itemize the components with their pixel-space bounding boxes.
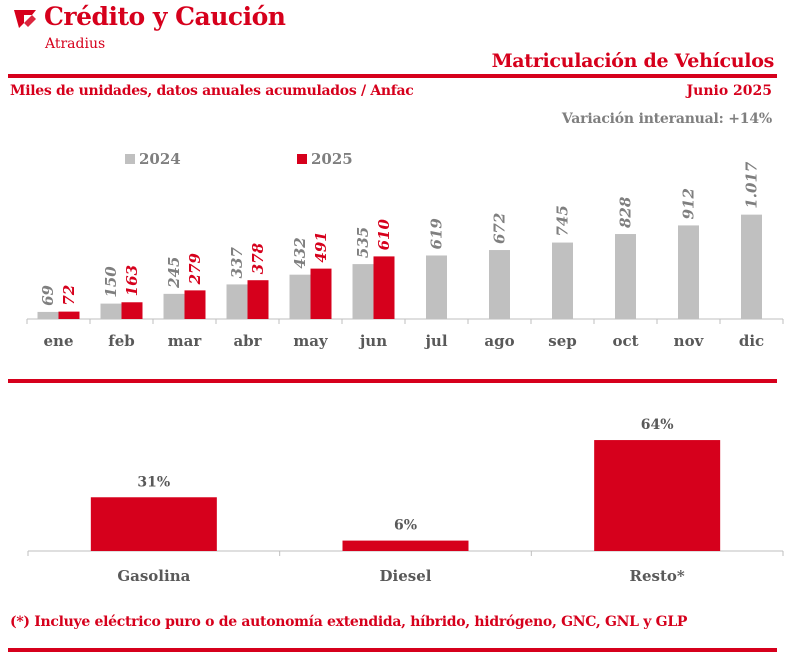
data-label-2024-ene: 69	[39, 284, 57, 305]
bar-diesel	[342, 540, 469, 551]
data-label-2024-may: 432	[291, 237, 309, 268]
brand-name: Crédito y Caución	[44, 2, 286, 31]
footer-rule	[8, 648, 777, 652]
data-label-2025-mar: 279	[186, 252, 204, 285]
data-label-2024-ago: 672	[491, 213, 509, 244]
x-tick-label-diesel: Diesel	[380, 567, 432, 585]
x-tick-label-abr: abr	[233, 332, 262, 350]
bar-2024-may	[289, 274, 311, 319]
legend-swatch-2024	[125, 154, 135, 164]
data-label-2024-dic: 1.017	[743, 161, 761, 209]
bar-2024-jun	[352, 264, 374, 319]
x-tick-label-may: may	[293, 332, 329, 350]
x-tick-label-jun: jun	[358, 332, 387, 350]
bar-2025-ene	[58, 311, 80, 319]
x-tick-label-jul: jul	[423, 332, 447, 350]
data-label-gasolina: 31%	[137, 474, 170, 490]
fuel-share-chart: 31% Gasolina 6% Diesel 64% Resto*	[27, 417, 784, 585]
legend-label-2024: 2024	[139, 150, 181, 168]
bar-gasolina	[90, 497, 217, 551]
data-label-2024-sep: 745	[554, 205, 572, 236]
chart-legend: 2024 2025	[125, 150, 353, 168]
x-tick-label-ago: ago	[484, 332, 514, 350]
data-label-2025-feb: 163	[123, 265, 141, 296]
data-label-2024-mar: 245	[165, 257, 183, 289]
page-subtitle: Miles de unidades, datos anuales acumula…	[10, 83, 414, 99]
header-rule	[8, 74, 777, 78]
footnote: (*) Incluye eléctrico puro o de autonomí…	[10, 614, 688, 630]
bar-2024-dic	[741, 214, 762, 319]
bar-2025-jun	[373, 256, 395, 319]
brand-logo	[10, 6, 40, 36]
data-label-2025-jun: 610	[375, 219, 393, 251]
bar-2024-ene	[37, 311, 59, 319]
data-label-2024-nov: 912	[680, 188, 698, 219]
x-tick-label-nov: nov	[674, 332, 705, 350]
data-label-diesel: 6%	[394, 518, 417, 534]
data-label-2025-abr: 378	[249, 242, 267, 274]
bar-2024-abr	[226, 284, 248, 319]
x-tick-label-resto: Resto*	[630, 567, 685, 585]
bar-resto	[594, 440, 721, 551]
data-label-2024-jul: 619	[428, 218, 446, 250]
data-label-2025-may: 491	[312, 231, 330, 262]
x-tick-label-mar: mar	[168, 332, 203, 350]
data-label-2024-jun: 535	[354, 227, 372, 258]
bar-2024-ago	[489, 250, 510, 319]
x-tick-label-feb: feb	[108, 332, 134, 350]
legend-label-2025: 2025	[311, 150, 353, 168]
brand-sub: Atradius	[45, 36, 106, 52]
monthly-registrations-chart: 2024 2025 69 72 ene 150 163 feb 245 279 mar 337 378 a…	[26, 150, 784, 350]
bar-2024-mar	[163, 293, 185, 319]
x-tick-label-sep: sep	[548, 332, 576, 350]
bar-2025-abr	[247, 280, 269, 319]
logo-icon	[14, 10, 36, 28]
bar-2025-may	[310, 268, 332, 319]
data-label-2024-feb: 150	[102, 266, 120, 298]
x-tick-label-ene: ene	[44, 332, 74, 350]
yoy-variation: Variación interanual: +14%	[561, 111, 772, 127]
report-date: Junio 2025	[686, 83, 772, 99]
section-rule	[8, 379, 777, 383]
bar-2024-jul	[426, 255, 447, 319]
bar-2024-sep	[552, 242, 573, 319]
x-tick-label-oct: oct	[612, 332, 638, 350]
bar-2025-feb	[121, 302, 143, 319]
data-label-resto: 64%	[641, 417, 674, 433]
bar-2024-feb	[100, 303, 122, 319]
data-label-2024-oct: 828	[617, 196, 635, 228]
page-title: Matriculación de Vehículos	[491, 50, 775, 72]
bar-2025-mar	[184, 290, 206, 319]
bar-2024-nov	[678, 225, 699, 319]
data-label-2024-abr: 337	[228, 247, 246, 279]
data-label-2025-ene: 72	[60, 285, 78, 306]
legend-swatch-2025	[297, 154, 307, 164]
bar-2024-oct	[615, 234, 636, 319]
x-tick-label-gasolina: Gasolina	[117, 567, 190, 585]
x-tick-label-dic: dic	[739, 332, 764, 350]
